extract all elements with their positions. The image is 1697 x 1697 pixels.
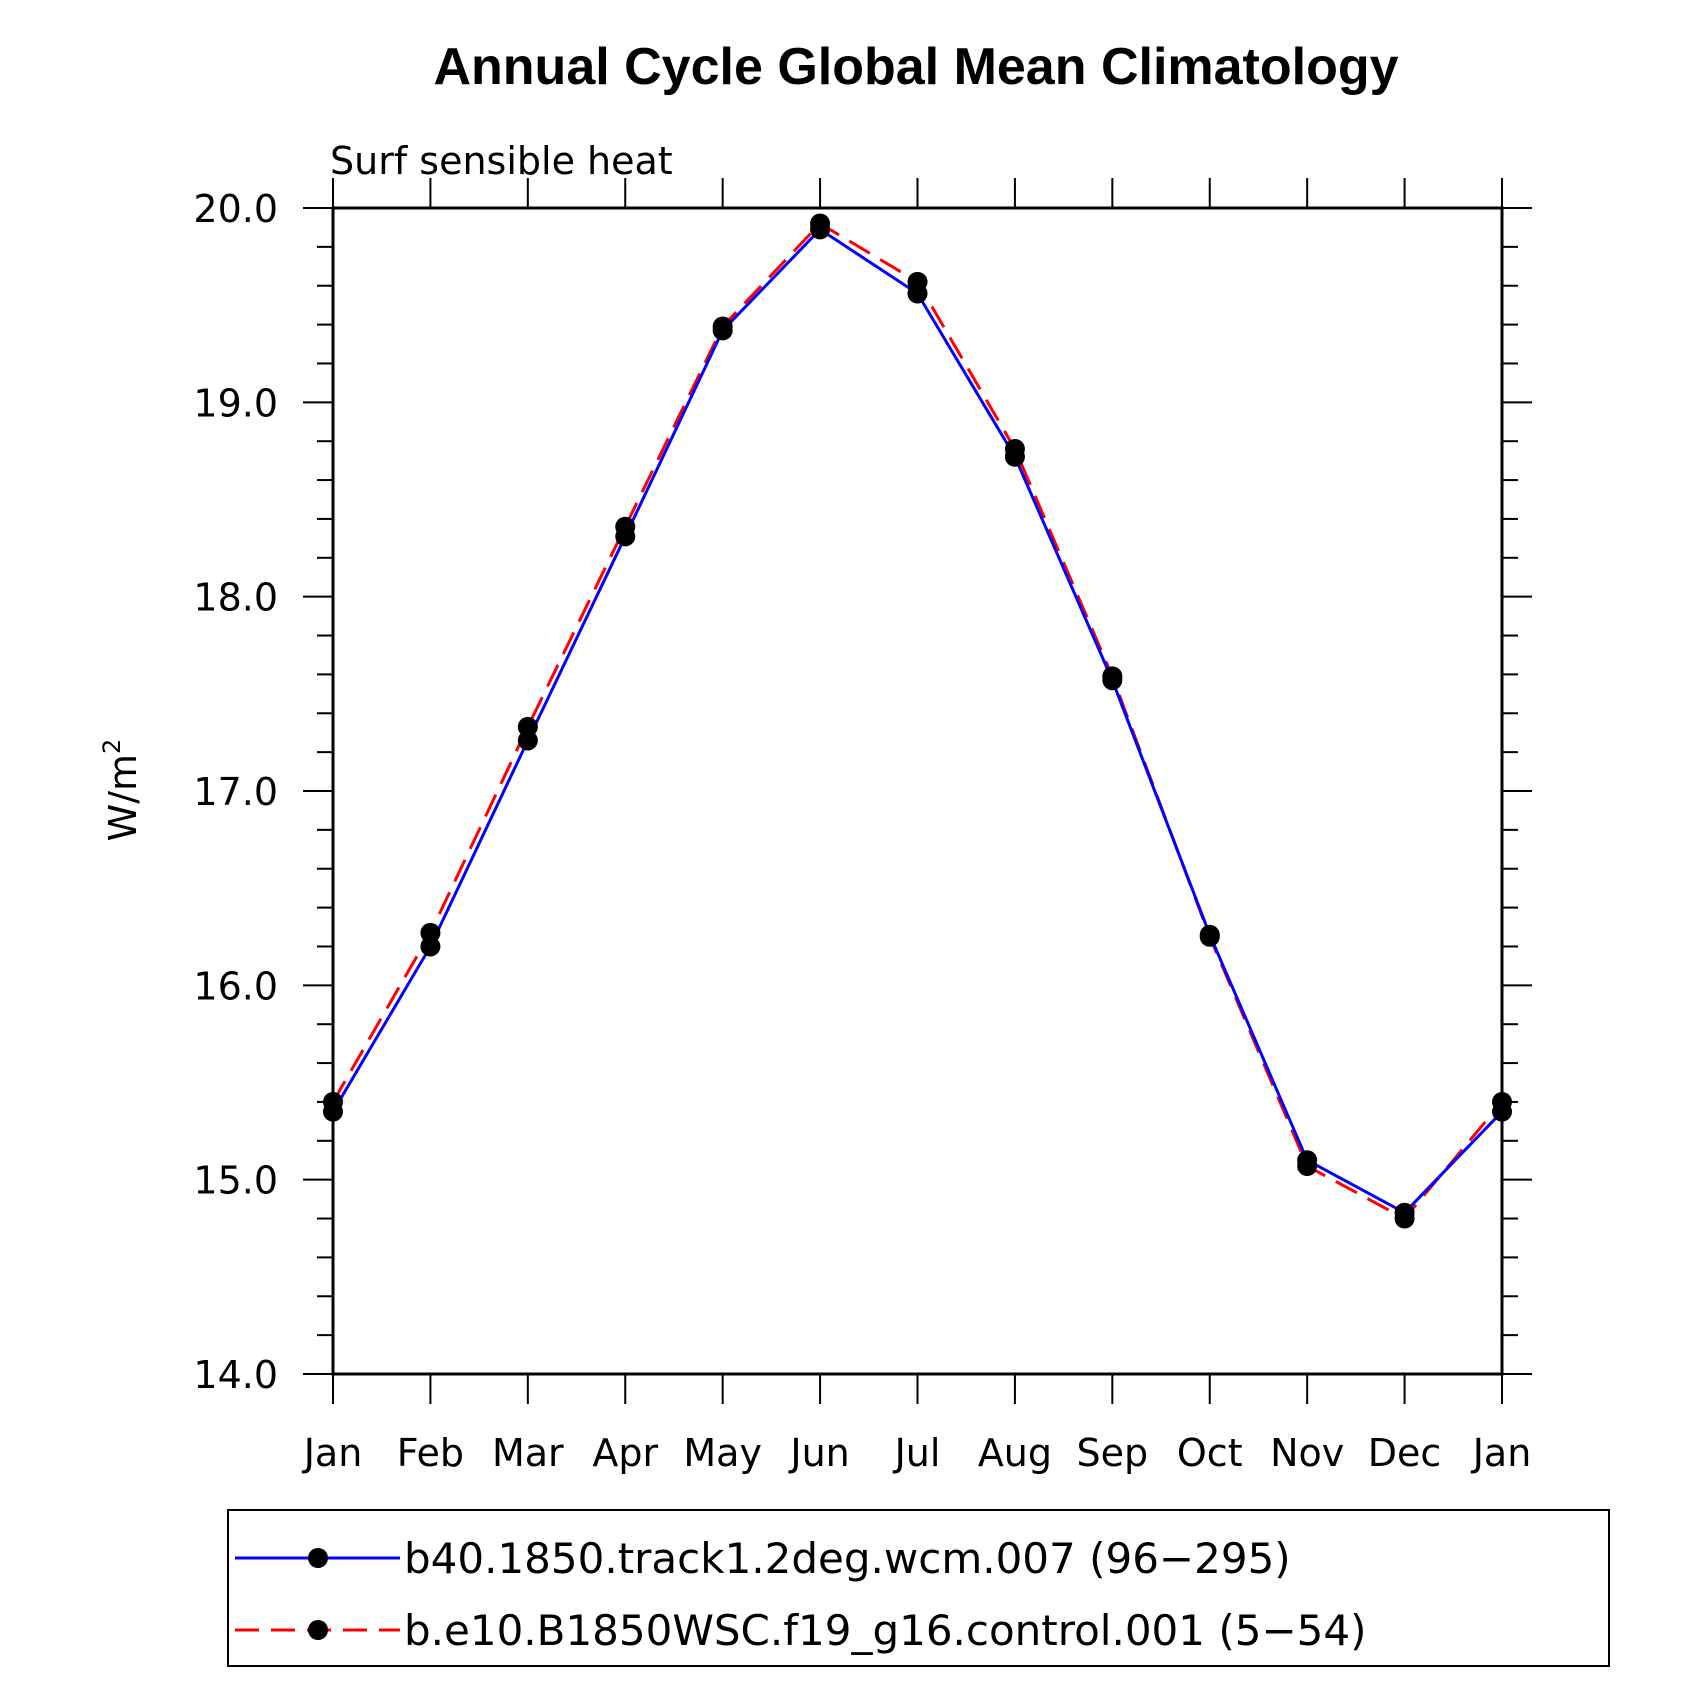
y-tick-labels: 14.0 15.0 16.0 17.0 18.0 19.0 20.0	[193, 187, 278, 1397]
x-tick-label: Mar	[492, 1431, 564, 1475]
x-tick-label: Jun	[788, 1431, 849, 1475]
series-lines	[331, 221, 1504, 1221]
y-axis-label: W/m2	[98, 739, 145, 842]
y-tick-label: 16.0	[193, 964, 278, 1008]
y-axis-label-base: W/m	[101, 754, 145, 841]
series-2-point	[810, 213, 831, 234]
legend-label-1: b40.1850.track1.2deg.wcm.007 (96−295)	[404, 1534, 1291, 1583]
chart-subtitle: Surf sensible heat	[330, 139, 673, 183]
y-tick-label: 17.0	[193, 770, 278, 814]
series-2-point	[1199, 926, 1220, 947]
x-tick-label: Jul	[893, 1431, 941, 1475]
series-2-point	[712, 316, 733, 337]
legend-label-2: b.e10.B1850WSC.f19_g16.control.001 (5−54…	[404, 1606, 1366, 1655]
series-2-point	[1394, 1208, 1415, 1229]
series-2-point	[907, 271, 928, 292]
series-2-point	[1004, 438, 1025, 459]
legend: b40.1850.track1.2deg.wcm.007 (96−295) b.e…	[227, 1509, 1610, 1667]
x-tick-label: Aug	[978, 1431, 1052, 1475]
series-points	[323, 213, 1512, 1229]
x-tick-label: Sep	[1077, 1431, 1149, 1475]
x-tick-label: Jan	[1471, 1431, 1532, 1475]
y-tick-label: 19.0	[193, 381, 278, 425]
axis-ticks	[303, 178, 1532, 1404]
series-2-point	[1102, 666, 1123, 687]
legend-marker-1	[308, 1548, 328, 1568]
series-2-point	[615, 516, 636, 537]
x-tick-label: Nov	[1270, 1431, 1344, 1475]
legend-box	[227, 1509, 1610, 1667]
y-tick-label: 20.0	[193, 187, 278, 231]
series-2-point	[323, 1091, 343, 1112]
plot-frame	[331, 206, 1504, 1376]
y-tick-label: 14.0	[193, 1353, 278, 1397]
x-tick-label: Jan	[302, 1431, 363, 1475]
series-line-1	[331, 227, 1504, 1215]
series-2-point	[420, 922, 441, 943]
x-tick-label: Oct	[1177, 1431, 1243, 1475]
legend-entries: b40.1850.track1.2deg.wcm.007 (96−295) b.e…	[235, 1534, 1366, 1655]
series-2-point	[1492, 1091, 1512, 1112]
series-line-2	[331, 221, 1504, 1221]
series-2-point	[1297, 1156, 1318, 1177]
x-tick-label: Apr	[592, 1431, 658, 1475]
x-tick-label: Feb	[397, 1431, 464, 1475]
x-tick-label: Dec	[1368, 1431, 1442, 1475]
y-axis-label-superscript: 2	[98, 739, 126, 754]
y-tick-label: 18.0	[193, 576, 278, 620]
x-tick-label: May	[683, 1431, 762, 1475]
series-2-point	[517, 716, 538, 737]
y-tick-label: 15.0	[193, 1159, 278, 1203]
legend-marker-2	[308, 1620, 328, 1640]
x-tick-labels: Jan Feb Mar Apr May Jun Jul Aug Sep Oct Nov Dec Jan	[302, 1431, 1532, 1475]
chart-title: Annual Cycle Global Mean Climatology	[433, 38, 1398, 96]
